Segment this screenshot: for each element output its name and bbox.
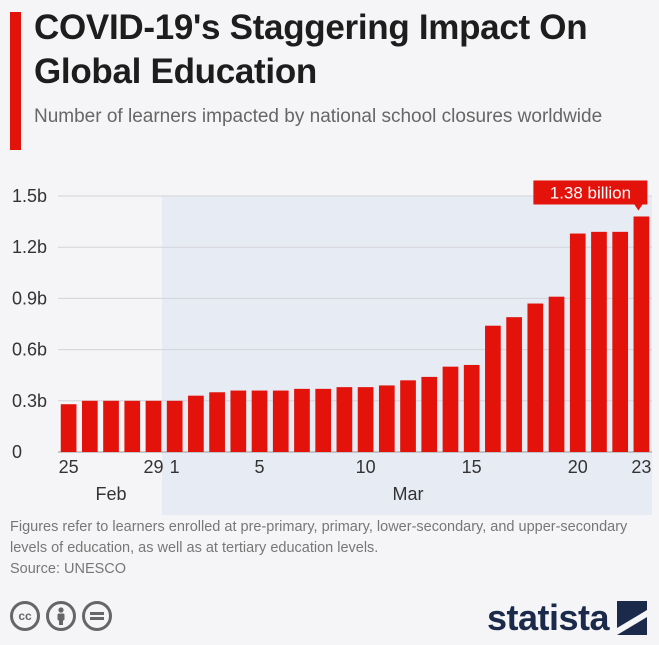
bar <box>569 233 586 452</box>
y-tick-label: 1.5b <box>12 186 47 206</box>
bar <box>145 400 162 452</box>
bar <box>442 366 459 452</box>
bar <box>421 376 438 452</box>
statista-logo: statista <box>487 600 647 636</box>
y-tick-label: 0 <box>12 442 22 462</box>
brand-name: statista <box>486 597 610 638</box>
bar <box>166 400 183 452</box>
x-tick-label: 5 <box>255 457 265 477</box>
chart-title: COVID-19's Staggering Impact On Global E… <box>34 8 588 91</box>
x-tick-label: 20 <box>568 457 588 477</box>
x-tick-label: 10 <box>356 457 376 477</box>
title-accent-bar <box>10 12 21 150</box>
callout-label: 1.38 billion <box>550 183 631 202</box>
x-tick-label: 1 <box>170 457 180 477</box>
creative-commons-icon: cc <box>10 601 40 631</box>
bar <box>612 231 629 452</box>
y-tick-label: 1.2b <box>12 237 47 257</box>
bar <box>103 400 119 452</box>
footnote-text: Figures refer to learners enrolled at pr… <box>10 519 628 556</box>
bar <box>272 390 289 452</box>
x-tick-label: 23 <box>631 457 651 477</box>
month-label: Feb <box>96 484 127 504</box>
bar <box>506 317 522 452</box>
bar <box>124 400 141 452</box>
statista-icon <box>617 601 647 635</box>
license-icons: cc <box>10 601 112 631</box>
callout-pointer <box>634 204 643 211</box>
bar <box>315 388 332 452</box>
x-tick-label: 15 <box>462 457 482 477</box>
bar <box>527 303 544 452</box>
x-tick-label: 29 <box>143 457 163 477</box>
bar <box>357 387 374 452</box>
bar <box>485 325 501 452</box>
footnote: Figures refer to learners enrolled at pr… <box>10 517 650 580</box>
callout-box <box>533 180 648 205</box>
bar <box>60 404 77 452</box>
bar <box>294 388 310 452</box>
bar <box>336 387 353 452</box>
y-tick-label: 0.6b <box>12 340 47 360</box>
y-tick-label: 0.9b <box>12 288 47 308</box>
source-text: Source: UNESCO <box>10 561 127 577</box>
bar <box>463 364 480 452</box>
x-tick-label: 25 <box>59 457 79 477</box>
bar <box>378 385 395 452</box>
no-derivatives-icon <box>82 601 112 631</box>
month-label: Mar <box>393 484 424 504</box>
bar <box>400 380 416 452</box>
bar <box>548 296 565 452</box>
bar <box>591 231 607 452</box>
bar <box>633 216 650 452</box>
bar <box>81 400 98 452</box>
attribution-icon <box>46 601 76 631</box>
bar <box>209 392 225 452</box>
bar <box>230 390 247 452</box>
bar <box>188 395 204 452</box>
chart-subtitle: Number of learners impacted by national … <box>34 106 603 127</box>
bar <box>251 390 268 452</box>
y-tick-label: 0.3b <box>12 391 47 411</box>
